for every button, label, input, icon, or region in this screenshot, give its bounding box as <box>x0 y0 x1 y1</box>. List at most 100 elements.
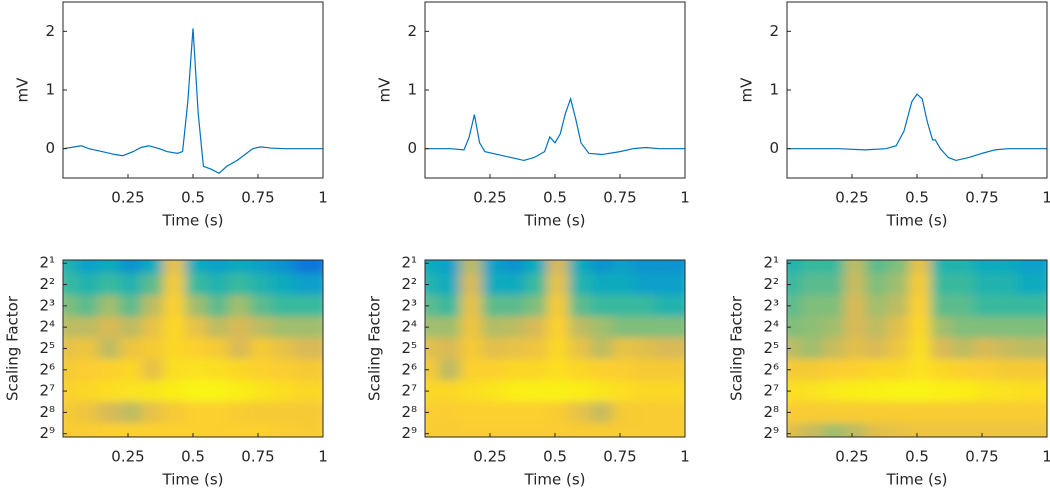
x-tick-label: 0.75 <box>965 448 998 466</box>
scalogram-cell <box>293 380 323 402</box>
y-axis-label: Scaling Factor <box>366 295 384 401</box>
scalogram <box>425 260 685 437</box>
x-axis-label: Time (s) <box>886 471 948 489</box>
y-tick-label: 2⁹ <box>763 424 779 442</box>
x-axis-label: Time (s) <box>162 471 224 489</box>
scalogram-cell <box>1017 295 1047 317</box>
scalogram-cell <box>655 423 685 437</box>
y-tick-label: 2 <box>769 22 779 40</box>
y-tick-label: 2⁹ <box>401 424 417 442</box>
scalogram-cell <box>1017 260 1047 274</box>
y-tick-label: 2¹ <box>763 254 779 272</box>
x-tick-label: 0.25 <box>835 448 868 466</box>
scalogram-cell <box>655 295 685 317</box>
x-tick-label: 0.75 <box>965 189 998 207</box>
scalogram-cell <box>655 401 685 424</box>
scalogram-cell <box>1017 316 1047 338</box>
y-tick-label: 0 <box>769 139 779 157</box>
x-tick-label: 1 <box>1042 189 1050 207</box>
y-tick-label: 2² <box>401 275 417 293</box>
y-tick-label: 2⁴ <box>763 318 779 336</box>
x-tick-label: 0.25 <box>835 189 868 207</box>
axes-box <box>786 1 1048 179</box>
axes-box <box>424 1 686 179</box>
scalogram-clip <box>63 260 323 437</box>
y-tick-label: 0 <box>45 139 55 157</box>
scalogram-cell <box>293 273 323 296</box>
scalogram-cell <box>1017 401 1047 424</box>
y-tick-label: 2⁸ <box>39 403 55 421</box>
y-tick-label: 2² <box>763 275 779 293</box>
y-tick-label: 2⁶ <box>401 360 417 378</box>
y-tick-label: 2¹ <box>401 254 417 272</box>
y-tick-label: 2³ <box>763 296 779 314</box>
scalogram <box>63 260 323 437</box>
ecg-line <box>787 93 1047 162</box>
scalogram-cell <box>655 380 685 402</box>
x-axis-label: Time (s) <box>886 212 948 230</box>
x-tick-label: 0.75 <box>241 189 274 207</box>
x-tick-label: 0.75 <box>603 189 636 207</box>
x-tick-label: 1 <box>318 189 328 207</box>
scalogram-cell <box>1017 337 1047 360</box>
x-tick-label: 0.25 <box>111 189 144 207</box>
y-tick-label: 2³ <box>39 296 55 314</box>
y-tick-label: 2⁶ <box>763 360 779 378</box>
y-axis-label: Scaling Factor <box>4 295 22 401</box>
x-tick-label: 0.5 <box>181 448 205 466</box>
y-tick-label: 2² <box>39 275 55 293</box>
scalogram-cell <box>293 359 323 381</box>
x-axis-label: Time (s) <box>162 212 224 230</box>
y-tick-label: 2³ <box>401 296 417 314</box>
x-tick-label: 0.5 <box>905 448 929 466</box>
x-tick-label: 0.25 <box>111 448 144 466</box>
scalogram-cell <box>655 316 685 338</box>
x-tick-label: 1 <box>680 448 690 466</box>
x-tick-label: 0.75 <box>241 448 274 466</box>
x-tick-label: 0.5 <box>181 189 205 207</box>
scalogram <box>787 260 1047 437</box>
scalogram-cell <box>655 260 685 274</box>
scalogram-clip <box>425 260 685 437</box>
y-tick-label: 2⁸ <box>401 403 417 421</box>
scalogram-cell <box>293 260 323 274</box>
scalogram-cell <box>293 401 323 424</box>
scalogram-cell <box>1017 380 1047 402</box>
scalogram-cell <box>1017 273 1047 296</box>
y-tick-label: 1 <box>45 81 55 99</box>
scalogram-cell <box>655 337 685 360</box>
scalogram-cell <box>293 316 323 338</box>
y-tick-label: 2⁵ <box>39 339 55 357</box>
y-tick-label: 2⁴ <box>39 318 55 336</box>
scalogram-cell <box>655 359 685 381</box>
ecg-line <box>425 96 685 162</box>
y-tick-label: 2⁵ <box>401 339 417 357</box>
x-tick-label: 0.5 <box>905 189 929 207</box>
scalogram-cell <box>293 337 323 360</box>
y-tick-label: 2⁷ <box>763 382 779 400</box>
y-axis-label: Scaling Factor <box>728 295 746 401</box>
y-tick-label: 2 <box>407 22 417 40</box>
y-tick-label: 2⁹ <box>39 424 55 442</box>
x-tick-label: 0.75 <box>603 448 636 466</box>
scalogram-clip <box>787 260 1047 437</box>
y-axis-label: mV <box>14 77 32 103</box>
scalogram-cell <box>1017 423 1047 437</box>
y-tick-label: 0 <box>407 139 417 157</box>
x-tick-label: 0.5 <box>543 448 567 466</box>
x-tick-label: 1 <box>1042 448 1050 466</box>
y-tick-label: 2⁶ <box>39 360 55 378</box>
y-tick-label: 2⁷ <box>401 382 417 400</box>
y-axis-label: mV <box>738 77 756 103</box>
y-axis-label: mV <box>376 77 394 103</box>
y-tick-label: 2 <box>45 22 55 40</box>
x-tick-label: 0.5 <box>543 189 567 207</box>
x-tick-label: 0.25 <box>473 189 506 207</box>
x-axis-label: Time (s) <box>524 212 586 230</box>
y-tick-label: 2⁵ <box>763 339 779 357</box>
scalogram-cell <box>1017 359 1047 381</box>
x-tick-label: 1 <box>318 448 328 466</box>
y-tick-label: 2⁷ <box>39 382 55 400</box>
ecg-line <box>63 28 323 175</box>
x-tick-label: 0.25 <box>473 448 506 466</box>
